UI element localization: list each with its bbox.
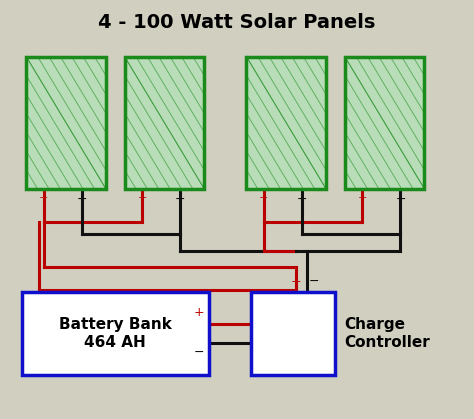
Text: −: − bbox=[175, 193, 185, 206]
Text: −: − bbox=[77, 193, 87, 206]
Text: 4 - 100 Watt Solar Panels: 4 - 100 Watt Solar Panels bbox=[98, 13, 376, 32]
Text: +: + bbox=[357, 193, 367, 203]
Text: +: + bbox=[290, 275, 301, 288]
Text: −: − bbox=[395, 193, 406, 206]
FancyBboxPatch shape bbox=[345, 57, 424, 189]
Text: −: − bbox=[309, 275, 319, 288]
FancyBboxPatch shape bbox=[125, 57, 204, 189]
FancyBboxPatch shape bbox=[21, 292, 209, 375]
Text: +: + bbox=[193, 306, 204, 319]
Text: +: + bbox=[39, 193, 48, 203]
FancyBboxPatch shape bbox=[251, 292, 336, 375]
FancyBboxPatch shape bbox=[26, 57, 106, 189]
Text: +: + bbox=[259, 193, 269, 203]
Text: −: − bbox=[194, 346, 204, 359]
FancyBboxPatch shape bbox=[246, 57, 326, 189]
Text: +: + bbox=[137, 193, 147, 203]
Text: Battery Bank
464 AH: Battery Bank 464 AH bbox=[59, 317, 172, 350]
Text: Charge
Controller: Charge Controller bbox=[345, 317, 430, 350]
Text: −: − bbox=[297, 193, 307, 206]
